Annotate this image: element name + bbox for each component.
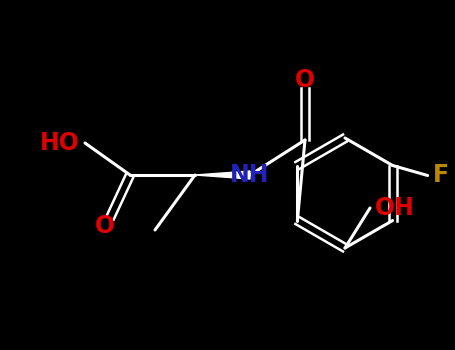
Text: OH: OH [375, 196, 415, 220]
Polygon shape [195, 171, 250, 179]
Text: F: F [433, 163, 449, 188]
Text: O: O [95, 214, 115, 238]
Text: NH: NH [230, 163, 270, 187]
Text: O: O [295, 68, 315, 92]
Text: HO: HO [40, 131, 80, 155]
